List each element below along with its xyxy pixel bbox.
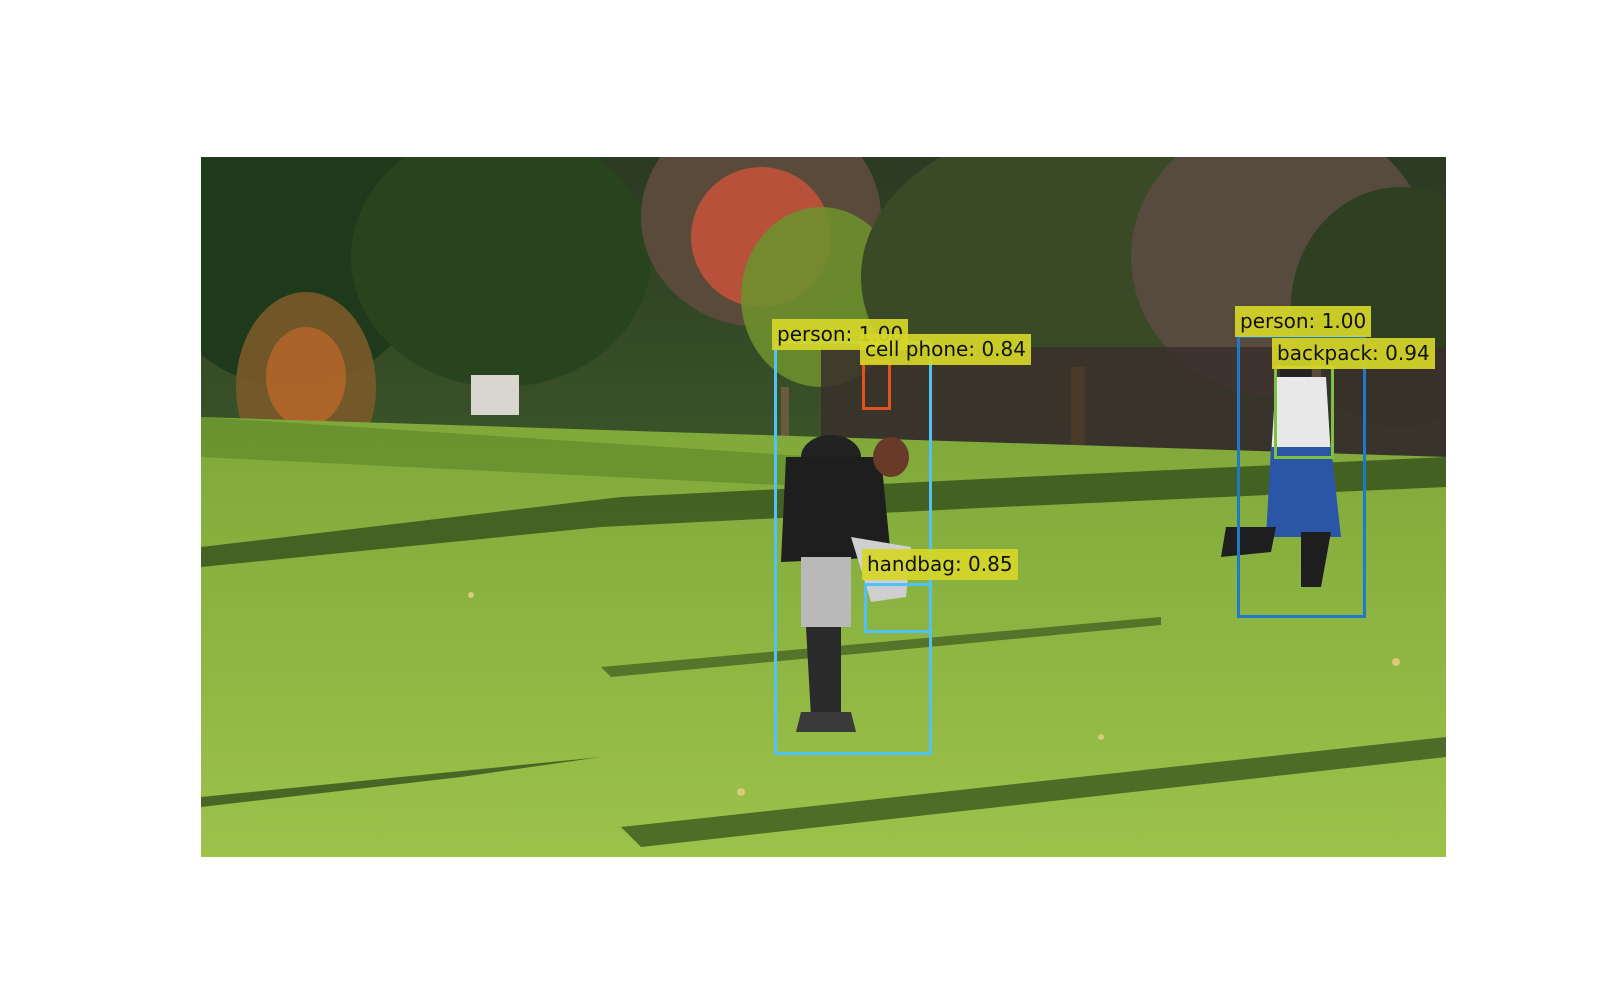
detection-box-person-1: [774, 341, 932, 755]
detection-label-backpack: backpack: 0.94: [1272, 338, 1435, 369]
detection-label-handbag: handbag: 0.85: [862, 549, 1018, 580]
detection-box-cell-phone: [862, 360, 891, 410]
detection-box-handbag: [864, 583, 932, 633]
image-panel: person: 1.00 cell phone: 0.84 handbag: 0…: [201, 157, 1446, 857]
detection-box-backpack: [1274, 366, 1334, 459]
detection-label-person-2: person: 1.00: [1235, 306, 1372, 337]
detection-label-cell-phone: cell phone: 0.84: [860, 334, 1031, 365]
